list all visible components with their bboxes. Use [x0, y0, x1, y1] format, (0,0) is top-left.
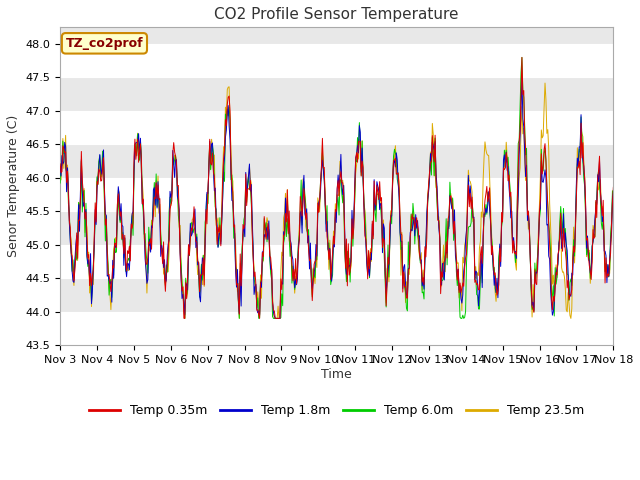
Temp 1.8m — [154, 179, 162, 184]
Temp 23.5m — [427, 149, 435, 155]
Temp 6.0m — [518, 55, 526, 60]
Bar — [60, 44, 613, 77]
Temp 23.5m — [383, 266, 391, 272]
Temp 23.5m — [541, 80, 549, 86]
Temp 6.0m — [181, 315, 189, 321]
Text: TZ_co2prof: TZ_co2prof — [66, 37, 143, 50]
Temp 23.5m — [181, 315, 189, 321]
Temp 0.35m — [200, 255, 207, 261]
Temp 23.5m — [56, 177, 64, 183]
Temp 23.5m — [200, 252, 207, 258]
Temp 0.35m — [181, 315, 189, 321]
Legend: Temp 0.35m, Temp 1.8m, Temp 6.0m, Temp 23.5m: Temp 0.35m, Temp 1.8m, Temp 6.0m, Temp 2… — [84, 399, 589, 422]
Temp 6.0m — [427, 153, 435, 158]
Temp 6.0m — [474, 292, 481, 298]
Bar — [60, 312, 613, 345]
Line: Temp 23.5m: Temp 23.5m — [60, 83, 613, 318]
Temp 6.0m — [56, 180, 64, 186]
Temp 6.0m — [383, 274, 391, 280]
Temp 23.5m — [474, 270, 481, 276]
Line: Temp 1.8m: Temp 1.8m — [60, 78, 613, 318]
Temp 23.5m — [154, 173, 162, 179]
Temp 6.0m — [200, 252, 207, 258]
Temp 0.35m — [427, 159, 435, 165]
Temp 1.8m — [609, 190, 617, 195]
Y-axis label: Senor Temperature (C): Senor Temperature (C) — [7, 115, 20, 257]
Temp 1.8m — [383, 277, 391, 283]
Temp 6.0m — [154, 186, 162, 192]
Temp 1.8m — [271, 315, 279, 321]
Temp 1.8m — [474, 282, 481, 288]
Temp 1.8m — [56, 164, 64, 169]
Temp 23.5m — [609, 204, 617, 210]
Line: Temp 0.35m: Temp 0.35m — [60, 58, 613, 318]
Temp 1.8m — [427, 151, 435, 156]
Temp 6.0m — [609, 210, 617, 216]
Title: CO2 Profile Sensor Temperature: CO2 Profile Sensor Temperature — [214, 7, 459, 22]
Temp 0.35m — [307, 275, 315, 280]
Temp 1.8m — [198, 255, 206, 261]
Temp 0.35m — [474, 281, 481, 287]
Temp 6.0m — [307, 272, 315, 278]
Bar — [60, 178, 613, 211]
X-axis label: Time: Time — [321, 368, 352, 381]
Temp 23.5m — [307, 270, 315, 276]
Temp 1.8m — [307, 279, 315, 285]
Temp 1.8m — [518, 75, 526, 81]
Temp 0.35m — [154, 182, 162, 188]
Temp 0.35m — [609, 184, 617, 190]
Line: Temp 6.0m: Temp 6.0m — [60, 58, 613, 318]
Bar — [60, 245, 613, 278]
Temp 0.35m — [518, 55, 526, 60]
Bar — [60, 111, 613, 144]
Temp 0.35m — [383, 282, 391, 288]
Temp 0.35m — [56, 161, 64, 167]
